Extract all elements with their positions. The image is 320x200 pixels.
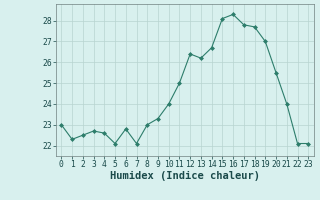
X-axis label: Humidex (Indice chaleur): Humidex (Indice chaleur) xyxy=(110,171,260,181)
